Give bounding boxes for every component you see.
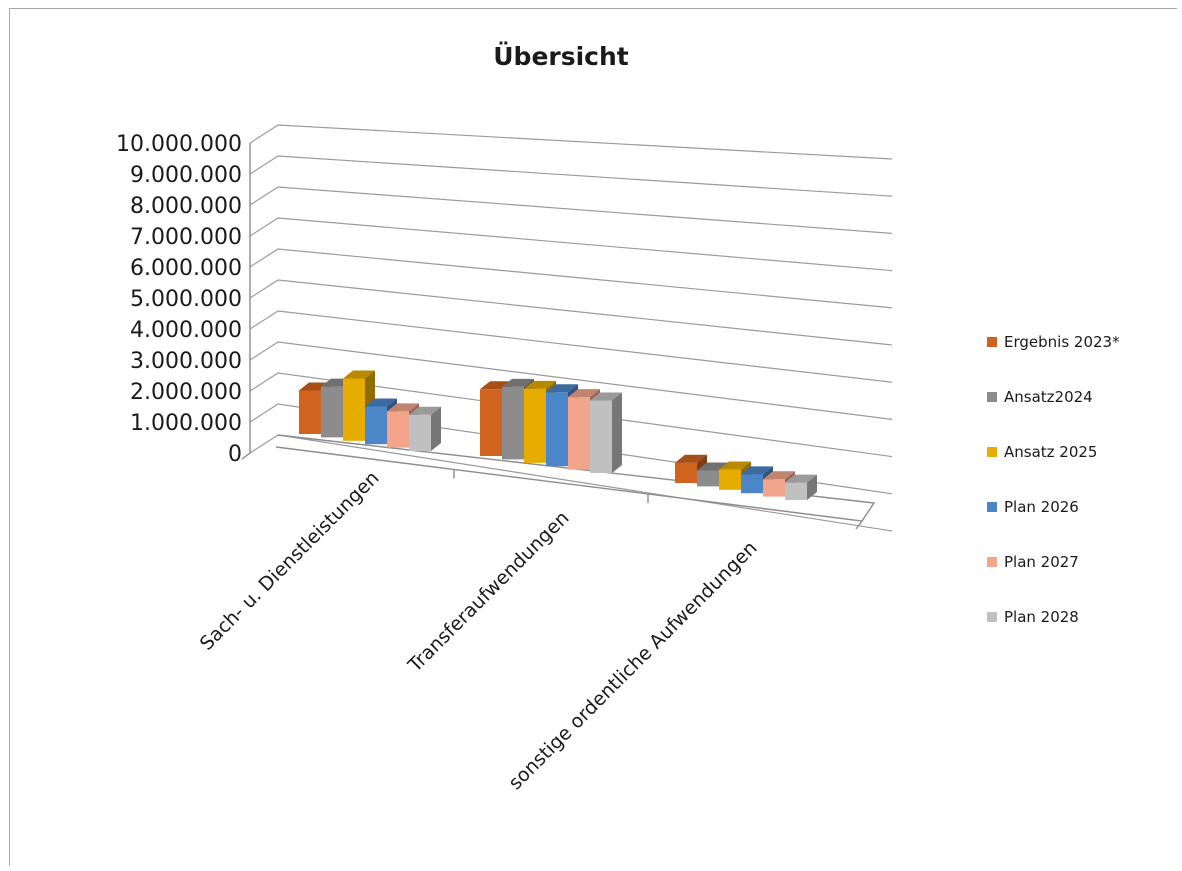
y-tick-label: 6.000.000 xyxy=(130,256,242,281)
y-tick-label: 8.000.000 xyxy=(130,194,242,219)
legend-swatch xyxy=(987,502,997,512)
legend-item: Plan 2028 xyxy=(987,608,1079,626)
gridline xyxy=(249,217,893,272)
x-axis-tick-labels: Sach- u. Dienstleistungen Transferaufwend… xyxy=(196,467,762,794)
gridlines xyxy=(249,124,893,532)
legend-label: Plan 2027 xyxy=(1004,553,1079,571)
gridline xyxy=(249,372,893,458)
legend-label: Plan 2028 xyxy=(1004,608,1079,626)
gridline xyxy=(249,310,893,383)
y-tick-label: 2.000.000 xyxy=(130,380,242,405)
y-tick-label: 9.000.000 xyxy=(130,163,242,188)
y-tick-label: 4.000.000 xyxy=(130,318,242,343)
y-tick-label: 7.000.000 xyxy=(130,225,242,250)
legend-label: Ergebnis 2023* xyxy=(1004,333,1120,351)
y-tick-label: 5.000.000 xyxy=(130,287,242,312)
bar xyxy=(590,392,622,473)
chart-title: Übersicht xyxy=(493,41,629,71)
gridline xyxy=(249,124,893,160)
legend-swatch xyxy=(987,612,997,622)
y-tick-label: 10.000.000 xyxy=(116,132,242,157)
legend-item: Plan 2027 xyxy=(987,553,1079,571)
y-axis-line xyxy=(241,143,251,460)
legend-label: Plan 2026 xyxy=(1004,498,1079,516)
bar xyxy=(409,406,441,451)
legend-swatch xyxy=(987,392,997,402)
x-tick-label: Sach- u. Dienstleistungen xyxy=(196,467,384,655)
bar xyxy=(785,474,817,500)
chart-frame: Übersicht 0 1.000.000 2.000.000 3.000.000 4.… xyxy=(9,8,1177,866)
y-tick-label: 1.000.000 xyxy=(130,411,242,436)
gridline xyxy=(249,279,893,346)
chart-svg: Übersicht 0 1.000.000 2.000.000 3.000.000 4.… xyxy=(116,41,1120,794)
x-tick-label: Transferaufwendungen xyxy=(403,507,573,677)
y-axis-tick-labels: 0 1.000.000 2.000.000 3.000.000 4.000.000 5.0… xyxy=(116,132,242,467)
axes xyxy=(241,143,876,530)
legend-label: Ansatz 2025 xyxy=(1004,443,1097,461)
legend-swatch xyxy=(987,557,997,567)
legend-item: Plan 2026 xyxy=(987,498,1079,516)
legend: Ergebnis 2023* Ansatz2024 Ansatz 2025 Plan … xyxy=(987,333,1120,626)
gridline xyxy=(249,155,893,197)
bars xyxy=(299,370,817,500)
legend-swatch xyxy=(987,447,997,457)
legend-item: Ergebnis 2023* xyxy=(987,333,1120,351)
legend-label: Ansatz2024 xyxy=(1004,388,1093,406)
floor-back-edge xyxy=(277,434,876,522)
y-tick-label: 3.000.000 xyxy=(130,349,242,374)
gridline xyxy=(249,186,893,234)
legend-swatch xyxy=(987,337,997,347)
y-tick-label: 0 xyxy=(228,442,242,467)
legend-item: Ansatz2024 xyxy=(987,388,1093,406)
x-tick-label: sonstige ordentliche Aufwendungen xyxy=(504,537,761,794)
gridline xyxy=(249,248,893,309)
legend-item: Ansatz 2025 xyxy=(987,443,1097,461)
gridline xyxy=(249,341,893,420)
